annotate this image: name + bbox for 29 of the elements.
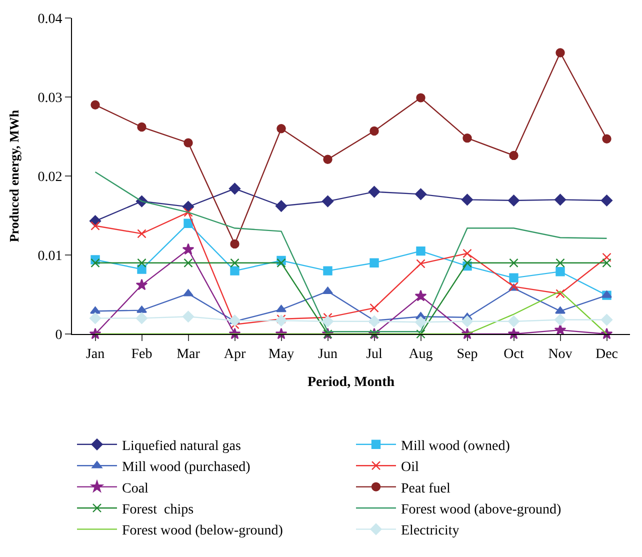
legend-label: Mill wood (owned)	[401, 438, 510, 454]
x-tick-label: Jul	[366, 346, 383, 362]
x-tick-label: Dec	[595, 346, 618, 362]
legend-label: Electricity	[401, 524, 460, 539]
x-tick-label: May	[268, 346, 294, 362]
x-tick-label: Oct	[504, 346, 524, 362]
legend-label: Coal	[122, 481, 149, 496]
legend-label: Forest wood (below-ground)	[122, 524, 284, 539]
x-tick-label: Sep	[456, 346, 478, 362]
y-axis-title: Produced energy, MWh	[6, 109, 22, 242]
x-tick-label: Jan	[86, 346, 105, 362]
x-tick-label: Nov	[548, 346, 572, 362]
y-tick-label: 0	[55, 328, 62, 343]
legend-label: Forest wood (above-ground)	[401, 502, 562, 518]
legend-label: Peat fuel	[401, 481, 450, 496]
y-tick-label: 0.03	[38, 90, 62, 106]
y-tick-label: 0.04	[38, 12, 62, 27]
x-axis-title: Period, Month	[307, 375, 395, 390]
y-tick-label: 0.02	[38, 170, 62, 185]
legend-label: Mill wood (purchased)	[122, 460, 251, 476]
x-tick-label: Apr	[224, 346, 246, 362]
x-tick-label: Mar	[176, 346, 200, 362]
x-tick-label: Jun	[318, 346, 338, 362]
legend-label: Forest chips	[122, 502, 194, 518]
legend-label: Oil	[401, 460, 419, 476]
x-tick-label: Aug	[408, 346, 433, 362]
x-tick-label: Feb	[131, 346, 152, 362]
legend-label: Liquefied natural gas	[122, 438, 241, 454]
y-tick-label: 0.01	[38, 248, 62, 264]
